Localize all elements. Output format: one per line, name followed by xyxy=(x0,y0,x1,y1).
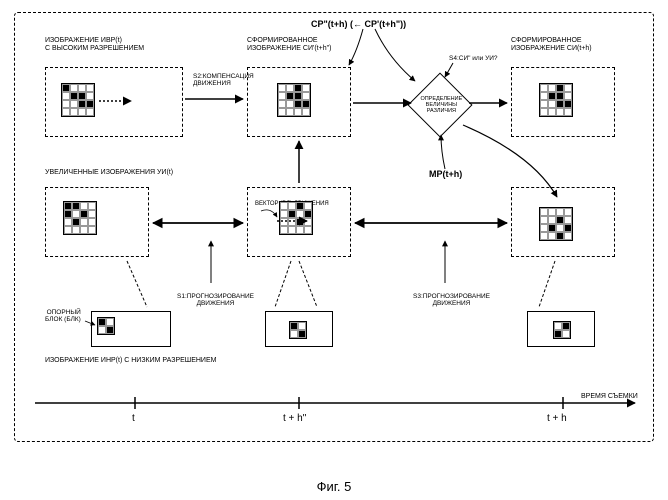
diagram-frame: ИЗОБРАЖЕНИЕ ИВР(t) С ВЫСОКИМ РАЗРЕШЕНИЕМ… xyxy=(14,12,654,442)
sprite-lr-r xyxy=(553,321,571,339)
label-mp: MP(t+h) xyxy=(429,169,462,179)
sprite-lr-m xyxy=(289,321,307,339)
label-lr-img: ИЗОБРАЖЕНИЕ ИНР(t) С НИЗКИМ РАЗРЕШЕНИЕМ xyxy=(45,357,216,365)
decision-diamond: ОПРЕДЕЛЕНИЕ ВЕЛИЧИНЫ РАЗЛИЧИЯ xyxy=(407,72,472,137)
panel-up-l xyxy=(45,187,149,257)
page-root: ИЗОБРАЖЕНИЕ ИВР(t) С ВЫСОКИМ РАЗРЕШЕНИЕМ… xyxy=(0,0,668,500)
label-hr-image: ИЗОБРАЖЕНИЕ ИВР(t) С ВЫСОКИМ РАЗРЕШЕНИЕМ xyxy=(45,37,144,53)
diamond-label: ОПРЕДЕЛЕНИЕ ВЕЛИЧИНЫ РАЗЛИЧИЯ xyxy=(414,96,468,114)
label-s4: S4:СИ" или УИ? xyxy=(449,55,498,62)
sprite-lr-l xyxy=(97,317,115,335)
sprite-up-m xyxy=(279,201,313,235)
label-rendered-right: СФОРМИРОВАННОЕ ИЗОБРАЖЕНИЕ СИ(t+h) xyxy=(511,37,592,53)
label-s1: S1:ПРОГНОЗИРОВАНИЕ ДВИЖЕНИЯ xyxy=(177,293,254,308)
tick-t-right: t + h xyxy=(547,413,567,425)
label-axis: ВРЕМЯ СЪЕМКИ xyxy=(581,393,638,401)
sprite-hr xyxy=(61,83,95,117)
label-s3: S3:ПРОГНОЗИРОВАНИЕ ДВИЖЕНИЯ xyxy=(413,293,490,308)
sprite-mid-top xyxy=(277,83,311,117)
figure-caption: Фиг. 5 xyxy=(0,479,668,494)
label-upscaled: УВЕЛИЧЕННЫЕ ИЗОБРАЖЕНИЯ УИ(t) xyxy=(45,169,173,177)
label-cp: CP"(t+h) (← CP'(t+h")) xyxy=(311,19,406,29)
label-rendered-mid: СФОРМИРОВАННОЕ ИЗОБРАЖЕНИЕ СИ'(t+h") xyxy=(247,37,331,53)
sprite-right-top xyxy=(539,83,573,117)
label-refblk: ОПОРНЫЙ БЛОК (БЛК) xyxy=(45,309,81,324)
tick-t: t xyxy=(132,413,135,425)
tick-t-mid: t + h" xyxy=(283,413,306,425)
sprite-up-r xyxy=(539,207,573,241)
sprite-up-l xyxy=(63,201,97,235)
label-s2: S2:КОМПЕНСАЦИЯ ДВИЖЕНИЯ xyxy=(193,73,254,88)
